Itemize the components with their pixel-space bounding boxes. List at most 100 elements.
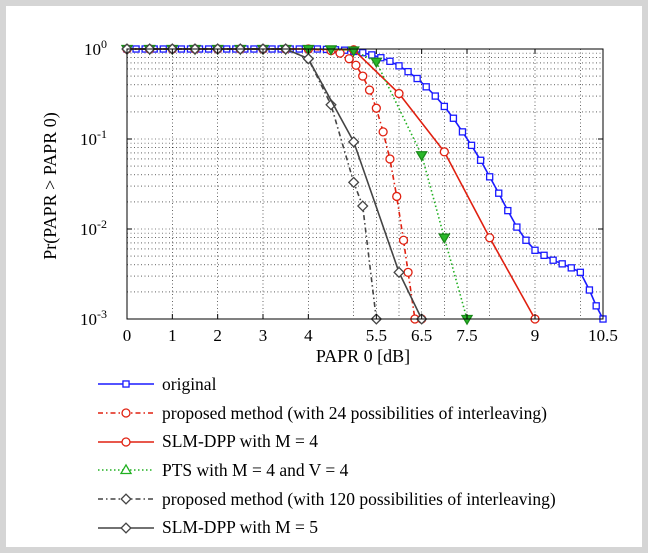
marker-circle: [344, 54, 354, 64]
marker-triangle: [415, 151, 428, 162]
series-3: [122, 44, 540, 324]
legend-label: original: [162, 373, 217, 394]
marker-square: [413, 74, 421, 83]
marker-square: [592, 302, 600, 310]
series-2: [122, 44, 427, 324]
legend-swatch: [98, 493, 154, 505]
x-tick-label: 9: [531, 326, 540, 345]
marker-square: [395, 62, 403, 70]
x-tick-label: 3: [259, 326, 268, 345]
legend-swatch: [98, 437, 154, 447]
marker-circle: [378, 127, 388, 137]
marker-diamond: [325, 99, 337, 111]
marker-triangle: [370, 57, 383, 69]
marker-square: [504, 206, 512, 215]
marker-triangle: [438, 233, 451, 245]
marker-circle: [121, 437, 131, 447]
legend-label: SLM-DPP with M = 4: [162, 431, 319, 452]
marker-circle: [398, 235, 409, 245]
x-tick-label: 7.5: [456, 326, 477, 345]
marker-square: [495, 189, 503, 197]
marker-circle: [364, 85, 375, 95]
legend-item: proposed method (with 120 possibilities …: [92, 485, 632, 514]
marker-circle: [385, 154, 395, 164]
series-layer: [120, 43, 607, 326]
marker-diamond: [347, 136, 360, 148]
legend-label: proposed method (with 120 possibilities …: [162, 488, 556, 509]
marker-circle: [358, 71, 368, 81]
legend-label: PTS with M = 4 and V = 4: [162, 459, 349, 480]
y-tick-label: 100: [84, 37, 107, 59]
marker-square: [522, 236, 530, 244]
y-axis-label: Pr(PAPR > PAPR 0): [40, 112, 61, 259]
legend: original proposed method (with 24 possibi…: [92, 370, 632, 542]
y-tick-label: 10-1: [80, 127, 107, 149]
marker-square: [485, 173, 494, 181]
marker-diamond: [120, 522, 132, 534]
marker-square: [576, 268, 585, 277]
marker-triangle: [119, 464, 133, 475]
plot-area-border: [126, 48, 604, 320]
marker-square: [431, 92, 439, 100]
legend-item: SLM-DPP with M = 4: [92, 427, 632, 456]
marker-square: [540, 251, 548, 260]
marker-square: [585, 286, 594, 294]
legend-item: proposed method (with 24 possibilities o…: [92, 399, 632, 428]
marker-square: [558, 260, 566, 268]
legend-swatch: [98, 522, 154, 534]
marker-square: [449, 114, 458, 122]
legend-swatch: [98, 464, 154, 475]
series-4: [120, 44, 474, 326]
marker-square: [404, 67, 412, 76]
x-tick-label: 1: [168, 326, 177, 345]
axes-layer: 0 1 2 3 4 5.5 6.5 7.5 9 10.5 100 10-1 10-2 10-3: [80, 37, 618, 345]
marker-square: [549, 256, 557, 264]
series-line: [127, 48, 378, 320]
marker-circle: [371, 103, 381, 113]
y-tick-label: 10-3: [80, 307, 107, 329]
legend-item: SLM-DPP with M = 5: [92, 513, 632, 542]
marker-square: [386, 57, 394, 65]
x-axis-label: PAPR 0 [dB]: [316, 346, 410, 366]
marker-square: [513, 223, 521, 231]
marker-diamond: [356, 200, 369, 212]
marker-square: [467, 141, 476, 150]
legend-swatch: [98, 408, 154, 418]
marker-square: [458, 128, 467, 136]
y-tick-label: 10-2: [80, 217, 107, 239]
marker-square: [122, 380, 130, 389]
x-tick-label: 10.5: [588, 326, 618, 345]
series-line: [127, 48, 468, 320]
marker-diamond: [302, 52, 315, 65]
series-1: [123, 45, 607, 323]
series-6: [121, 43, 428, 325]
marker-circle: [351, 60, 361, 70]
marker-circle: [394, 88, 404, 99]
x-tick-label: 2: [213, 326, 222, 345]
marker-circle: [121, 408, 131, 418]
marker-circle: [392, 191, 402, 202]
x-tick-label: 4: [304, 326, 313, 345]
legend-swatch: [98, 380, 154, 389]
marker-circle: [403, 267, 413, 277]
series-line: [127, 48, 536, 320]
marker-circle: [485, 233, 495, 243]
marker-square: [422, 83, 430, 91]
legend-item: PTS with M = 4 and V = 4: [92, 456, 632, 485]
legend-label: proposed method (with 24 possibilities o…: [162, 402, 547, 423]
marker-square: [531, 246, 539, 254]
marker-diamond: [120, 493, 132, 505]
marker-diamond: [393, 266, 405, 279]
series-line: [127, 48, 423, 320]
series-line: [127, 48, 422, 320]
marker-square: [368, 51, 376, 59]
x-tick-label: 0: [123, 326, 132, 345]
marker-circle: [439, 147, 449, 157]
marker-square: [567, 264, 575, 272]
chart-svg: 0 1 2 3 4 5.5 6.5 7.5 9 10.5 100 10-1 10-2 10-3 Pr(PA…: [40, 37, 618, 366]
legend-item: original: [92, 370, 632, 399]
marker-square: [440, 102, 449, 111]
x-tick-label: 5.5: [366, 326, 387, 345]
marker-triangle: [324, 45, 338, 56]
